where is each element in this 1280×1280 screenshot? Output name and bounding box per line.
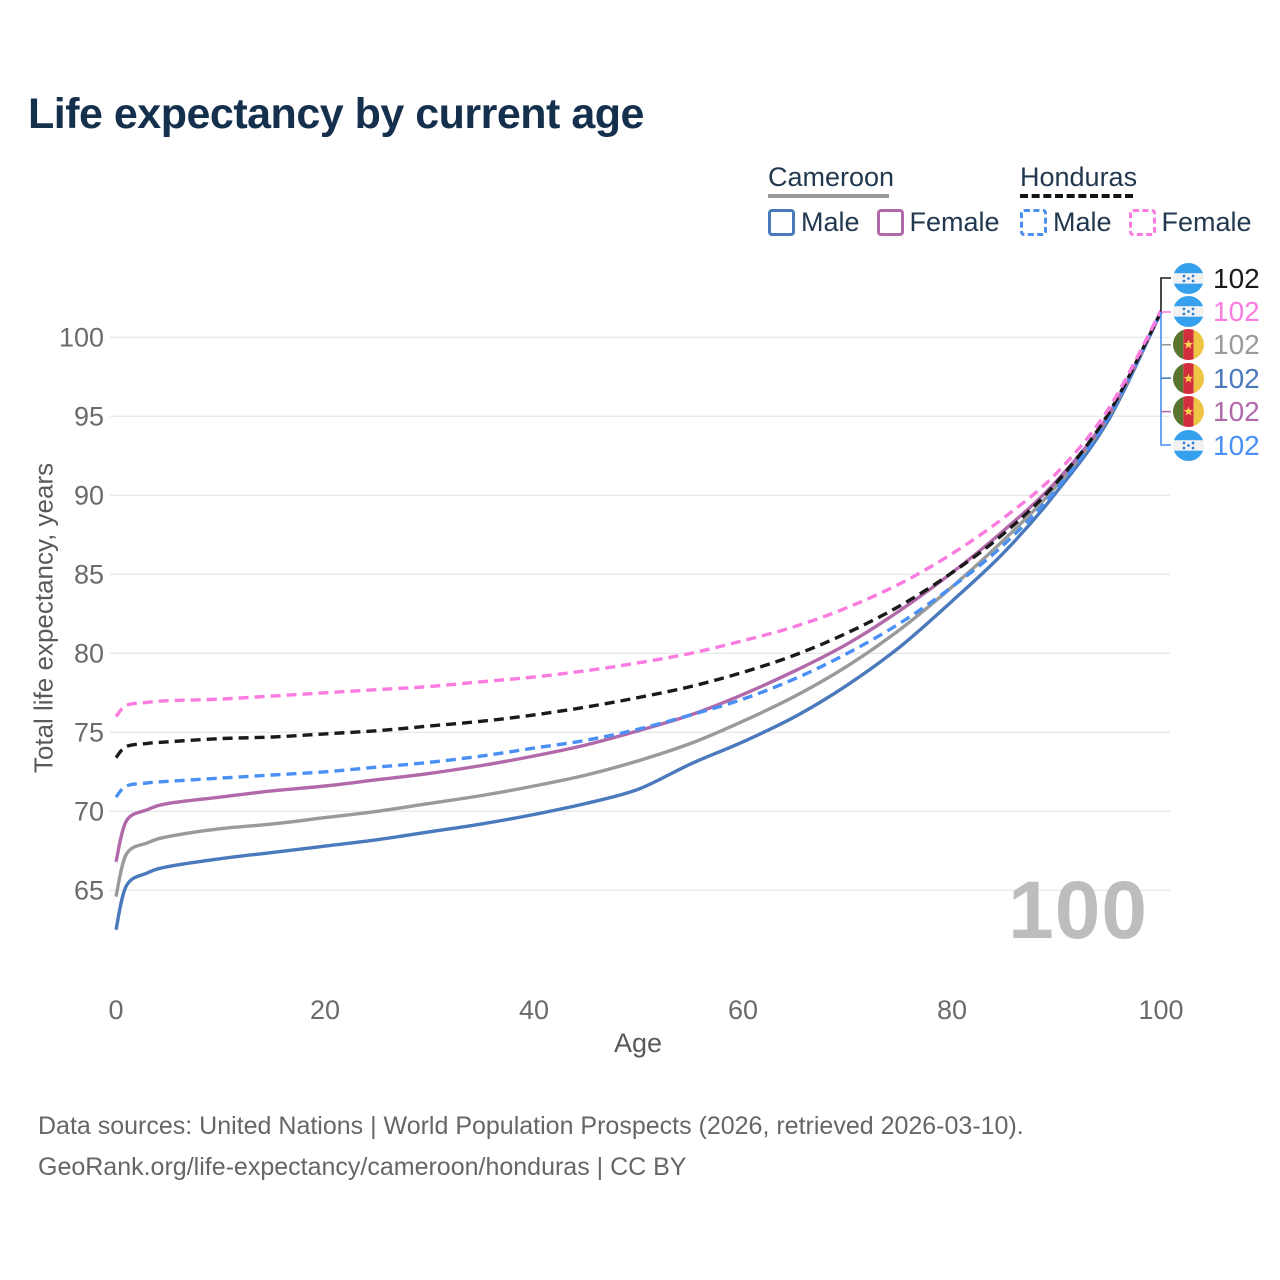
age-watermark: 100 bbox=[1008, 865, 1148, 956]
x-tick-60: 60 bbox=[728, 995, 758, 1025]
legend-country-cameroon[interactable]: Cameroon bbox=[768, 162, 895, 192]
series-line-honduras_male[interactable] bbox=[114, 311, 1163, 799]
x-tick-0: 0 bbox=[108, 995, 123, 1025]
end-value-honduras_male: 102 bbox=[1213, 429, 1260, 461]
legend-swatch-honduras-female[interactable] bbox=[1128, 209, 1156, 236]
end-label-cameroon_all: 102 bbox=[1173, 328, 1260, 361]
end-value-honduras_all: 102 bbox=[1213, 262, 1260, 294]
chart-plot: 65 70 75 80 85 90 95 100 0 20 40 60 80 100 bbox=[59, 277, 1184, 1025]
legend-group-cameroon: Cameroon Male Female bbox=[768, 163, 1017, 238]
legend-underline-cameroon-solid bbox=[768, 194, 889, 198]
legend-label-cameroon-male[interactable]: Male bbox=[801, 207, 860, 237]
cameroon-flag-icon bbox=[1173, 396, 1204, 428]
x-tick-40: 40 bbox=[519, 995, 549, 1025]
end-label-cameroon_female: 102 bbox=[1173, 395, 1260, 428]
series-line-cameroon_all[interactable] bbox=[114, 311, 1163, 897]
y-tick-80: 80 bbox=[74, 638, 104, 668]
legend-label-honduras-female[interactable]: Female bbox=[1161, 207, 1252, 237]
x-tick-20: 20 bbox=[310, 995, 340, 1025]
end-connector-2 bbox=[1160, 312, 1171, 446]
y-tick-90: 90 bbox=[74, 480, 104, 510]
honduras-flag-icon bbox=[1173, 262, 1204, 294]
x-tick-80: 80 bbox=[937, 995, 967, 1025]
y-tick-75: 75 bbox=[74, 717, 104, 747]
footer-source-line: Data sources: United Nations | World Pop… bbox=[38, 1112, 1024, 1140]
cameroon-flag-icon bbox=[1173, 362, 1204, 394]
end-label-cameroon_male: 102 bbox=[1173, 362, 1260, 395]
footer: Data sources: United Nations | World Pop… bbox=[38, 1106, 1024, 1188]
legend-swatch-honduras-male[interactable] bbox=[1020, 209, 1047, 236]
y-tick-95: 95 bbox=[74, 401, 104, 431]
legend-swatch-cameroon-male[interactable] bbox=[768, 209, 795, 236]
legend-country-honduras[interactable]: Honduras bbox=[1020, 162, 1138, 192]
legend-underline-honduras-dashed bbox=[1020, 194, 1133, 198]
honduras-flag-icon bbox=[1173, 295, 1204, 327]
end-label-honduras_male: 102 bbox=[1173, 429, 1260, 462]
page-title: Life expectancy by current age bbox=[28, 90, 644, 138]
legend-row-cameroon: Male Female bbox=[768, 207, 1017, 238]
x-tick-100: 100 bbox=[1138, 995, 1183, 1025]
end-connector-0 bbox=[1160, 277, 1171, 312]
legend-group-honduras: Honduras Male Female bbox=[1020, 163, 1269, 238]
y-tick-100: 100 bbox=[59, 322, 104, 352]
legend-row-honduras: Male Female bbox=[1020, 207, 1269, 238]
footer-url-line: GeoRank.org/life-expectancy/cameroon/hon… bbox=[38, 1153, 687, 1181]
end-value-cameroon_male: 102 bbox=[1213, 362, 1260, 394]
x-axis-title: Age bbox=[613, 1028, 663, 1058]
series-line-honduras_all[interactable] bbox=[114, 311, 1163, 759]
series-line-cameroon_female[interactable] bbox=[114, 311, 1163, 863]
legend-swatch-cameroon-female[interactable] bbox=[876, 209, 904, 236]
legend-label-cameroon-female[interactable]: Female bbox=[909, 207, 1000, 237]
legend-label-honduras-male[interactable]: Male bbox=[1053, 207, 1112, 237]
y-axis-title: Total life expectancy, years bbox=[28, 462, 59, 774]
end-label-honduras_all: 102 bbox=[1173, 262, 1260, 295]
honduras-flag-icon bbox=[1173, 429, 1204, 461]
end-label-honduras_female: 102 bbox=[1173, 295, 1260, 328]
end-value-cameroon_all: 102 bbox=[1213, 329, 1260, 361]
cameroon-flag-icon bbox=[1173, 329, 1204, 361]
series-line-honduras_female[interactable] bbox=[114, 309, 1163, 718]
y-tick-70: 70 bbox=[74, 796, 104, 826]
end-value-cameroon_female: 102 bbox=[1213, 396, 1260, 428]
y-tick-65: 65 bbox=[74, 875, 104, 905]
end-value-honduras_female: 102 bbox=[1213, 295, 1260, 327]
series-line-cameroon_male[interactable] bbox=[114, 311, 1163, 931]
y-tick-85: 85 bbox=[74, 559, 104, 589]
